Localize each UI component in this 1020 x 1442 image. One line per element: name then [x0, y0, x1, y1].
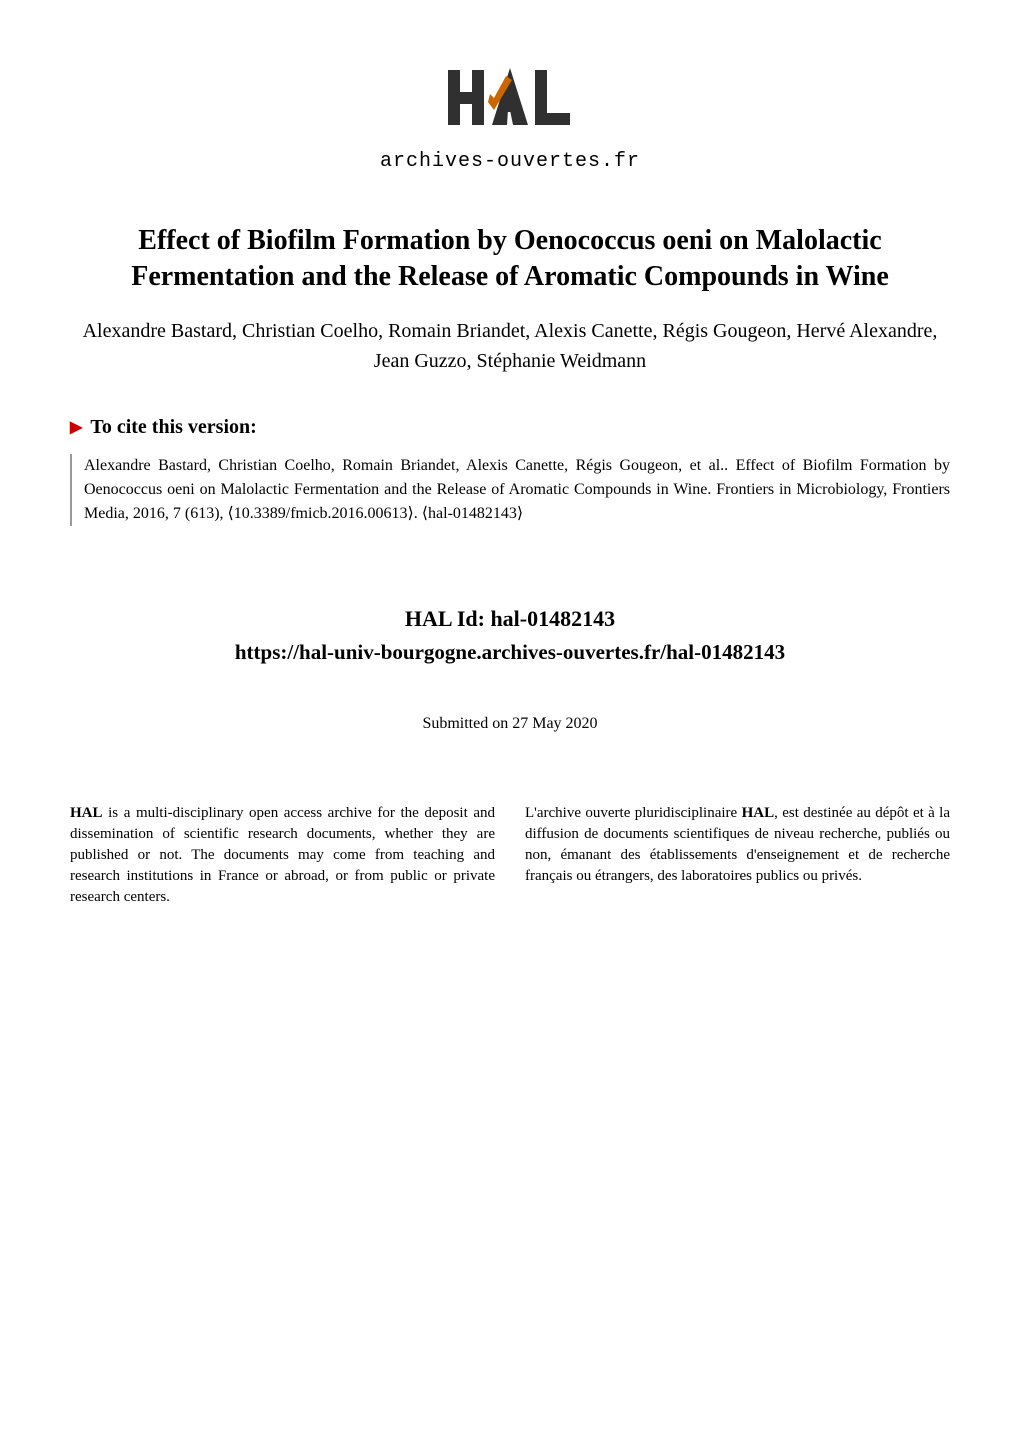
hal-logo: archives-ouvertes.fr	[380, 60, 640, 173]
footer-right: L'archive ouverte pluridisciplinaire HAL…	[525, 803, 950, 908]
cite-arrow-icon: ▶	[70, 417, 82, 437]
hal-id-section: HAL Id: hal-01482143 https://hal-univ-bo…	[70, 606, 950, 665]
paper-authors: Alexandre Bastard, Christian Coelho, Rom…	[70, 316, 950, 376]
hal-url: https://hal-univ-bourgogne.archives-ouve…	[70, 640, 950, 665]
cite-header: ▶ To cite this version:	[70, 416, 950, 439]
paper-title: Effect of Biofilm Formation by Oenococcu…	[70, 223, 950, 296]
submitted-date: Submitted on 27 May 2020	[70, 715, 950, 733]
citation-text: Alexandre Bastard, Christian Coelho, Rom…	[70, 454, 950, 526]
footer: HAL is a multi-disciplinary open access …	[70, 803, 950, 908]
hal-logo-svg	[440, 60, 580, 150]
hal-id: HAL Id: hal-01482143	[70, 606, 950, 632]
cite-header-text: To cite this version:	[90, 416, 256, 439]
hal-logo-container: archives-ouvertes.fr	[70, 60, 950, 173]
footer-left: HAL is a multi-disciplinary open access …	[70, 803, 495, 908]
logo-subtitle: archives-ouvertes.fr	[380, 150, 640, 173]
cite-section: ▶ To cite this version: Alexandre Bastar…	[70, 416, 950, 526]
